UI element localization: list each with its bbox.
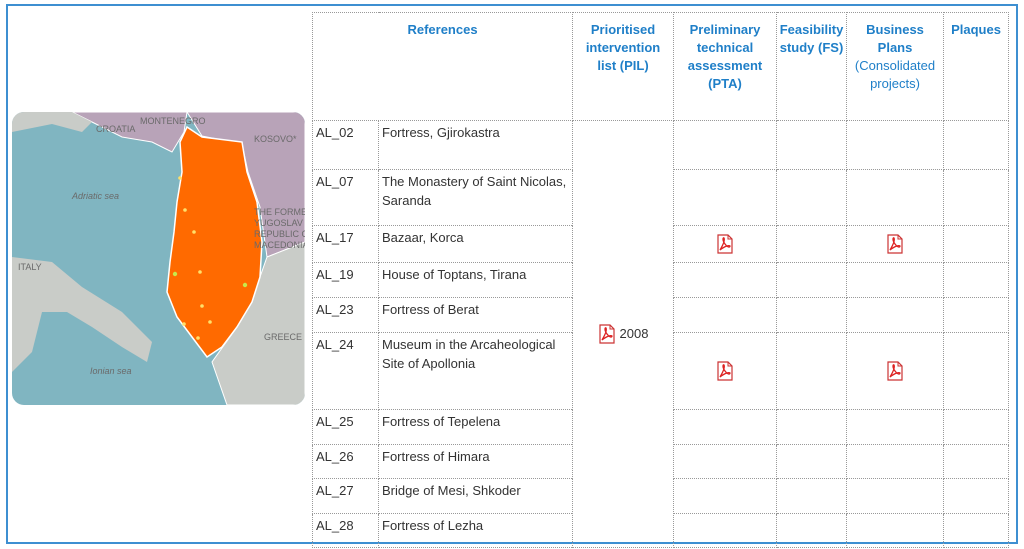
row-code: AL_07 <box>312 169 379 226</box>
plaques-cell <box>943 332 1010 410</box>
header-business-plans: Business Plans (Consolidated projects) <box>846 12 945 121</box>
pta-cell <box>673 120 778 170</box>
pta-cell <box>673 409 778 445</box>
header-pil: Prioritised intervention list (PIL) <box>572 12 675 121</box>
pil-year: 2008 <box>619 325 649 341</box>
row-name: Fortress, Gjirokastra <box>377 120 574 170</box>
pta-cell <box>673 513 778 548</box>
plaques-cell <box>943 169 1010 226</box>
plaques-cell <box>943 444 1010 479</box>
pta-cell <box>673 169 778 226</box>
plaques-cell <box>943 225 1010 263</box>
map-label: THE FORMER <box>254 207 305 217</box>
fs-cell <box>776 444 848 479</box>
pta-cell <box>673 297 778 333</box>
plaques-cell <box>943 297 1010 333</box>
pta-cell <box>673 332 778 410</box>
table-row: AL_23 Fortress of Berat <box>312 297 1010 333</box>
business-plan-cell <box>846 262 945 298</box>
pta-cell <box>673 478 778 514</box>
row-code: AL_19 <box>312 262 379 298</box>
pdf-icon[interactable] <box>598 324 616 344</box>
business-plan-cell <box>846 297 945 333</box>
pta-cell <box>673 444 778 479</box>
row-name: Bridge of Mesi, Shkoder <box>377 478 574 514</box>
plaques-cell <box>943 120 1010 170</box>
business-plan-cell <box>846 225 945 263</box>
map-label: GREECE <box>264 332 302 342</box>
table-row: AL_02 Fortress, Gjirokastra 2008 <box>312 120 1010 548</box>
map-label: MACEDONIA* <box>254 240 305 250</box>
pil-cell: 2008 <box>572 120 675 548</box>
pdf-icon[interactable] <box>886 361 904 381</box>
map-label: ITALY <box>18 262 42 272</box>
table-row: AL_28 Fortress of Lezha <box>312 513 1010 548</box>
row-name: Fortress of Tepelena <box>377 409 574 445</box>
fs-cell <box>776 297 848 333</box>
map: CROATIA MONTENEGRO KOSOVO* Adriatic sea THE … <box>12 112 305 405</box>
fs-cell <box>776 120 848 170</box>
map-label: KOSOVO* <box>254 134 297 144</box>
fs-cell <box>776 225 848 263</box>
row-code: AL_26 <box>312 444 379 479</box>
pta-cell <box>673 225 778 263</box>
pdf-icon[interactable] <box>886 234 904 254</box>
business-plan-cell <box>846 444 945 479</box>
business-plan-cell <box>846 409 945 445</box>
row-name: Fortress of Lezha <box>377 513 574 548</box>
table-row: AL_25 Fortress of Tepelena <box>312 409 1010 445</box>
row-code: AL_25 <box>312 409 379 445</box>
row-name: Museum in the Arcaheological Site of Apo… <box>377 332 574 410</box>
plaques-cell <box>943 513 1010 548</box>
business-plan-cell <box>846 120 945 170</box>
map-label: Adriatic sea <box>71 191 119 201</box>
table-row: AL_26 Fortress of Himara <box>312 444 1010 479</box>
plaques-cell <box>943 262 1010 298</box>
table-row: AL_19 House of Toptans, Tirana <box>312 262 1010 298</box>
fs-cell <box>776 409 848 445</box>
references-table: References Prioritised intervention list… <box>311 12 1010 548</box>
fs-cell <box>776 513 848 548</box>
row-code: AL_17 <box>312 225 379 263</box>
business-plans-subtitle: (Consolidated projects) <box>854 58 936 91</box>
row-name: The Monastery of Saint Nicolas, Saranda <box>377 169 574 226</box>
fs-cell <box>776 332 848 410</box>
row-code: AL_28 <box>312 513 379 548</box>
row-code: AL_23 <box>312 297 379 333</box>
table-row: AL_17 Bazaar, Korca <box>312 225 1010 263</box>
business-plan-cell <box>846 169 945 226</box>
business-plan-cell <box>846 513 945 548</box>
map-label: MONTENEGRO <box>140 116 206 126</box>
map-label: YUGOSLAV <box>254 218 303 228</box>
map-label: CROATIA <box>96 124 135 134</box>
fs-cell <box>776 262 848 298</box>
pdf-icon[interactable] <box>716 361 734 381</box>
row-name: House of Toptans, Tirana <box>377 262 574 298</box>
business-plans-title: Business Plans <box>866 22 924 55</box>
header-plaques: Plaques <box>943 12 1010 121</box>
fs-cell <box>776 478 848 514</box>
header-pta: Preliminary technical assessment (PTA) <box>673 12 778 121</box>
row-code: AL_27 <box>312 478 379 514</box>
row-name: Fortress of Himara <box>377 444 574 479</box>
row-code: AL_24 <box>312 332 379 410</box>
fs-cell <box>776 169 848 226</box>
business-plan-cell <box>846 332 945 410</box>
plaques-cell <box>943 409 1010 445</box>
row-name: Fortress of Berat <box>377 297 574 333</box>
header-references: References <box>311 12 574 121</box>
header-fs: Feasibility study (FS) <box>776 12 848 121</box>
table-row: AL_24 Museum in the Arcaheological Site o… <box>312 332 1010 410</box>
pta-cell <box>673 262 778 298</box>
business-plan-cell <box>846 478 945 514</box>
row-code: AL_02 <box>312 120 379 170</box>
row-name: Bazaar, Korca <box>377 225 574 263</box>
pdf-icon[interactable] <box>716 234 734 254</box>
map-label: Ionian sea <box>90 366 132 376</box>
plaques-cell <box>943 478 1010 514</box>
map-label: REPUBLIC OF <box>254 229 305 239</box>
